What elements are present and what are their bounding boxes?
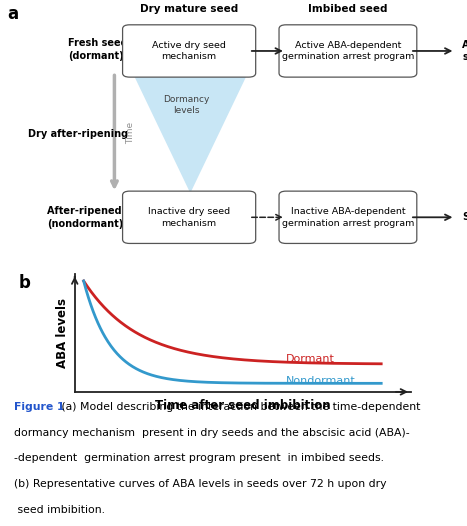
Text: Active ABA-dependent
germination arrest program: Active ABA-dependent germination arrest … xyxy=(282,41,414,61)
Text: b: b xyxy=(18,274,30,291)
Text: a: a xyxy=(7,5,18,23)
Text: Time: Time xyxy=(126,122,135,144)
Text: Dry after-ripening: Dry after-ripening xyxy=(28,129,128,139)
FancyBboxPatch shape xyxy=(279,191,417,244)
Text: Seedling: Seedling xyxy=(462,213,467,222)
FancyBboxPatch shape xyxy=(122,25,256,77)
Text: Inactive dry seed
mechanism: Inactive dry seed mechanism xyxy=(148,207,230,228)
Text: Dormancy
levels: Dormancy levels xyxy=(163,95,210,115)
Text: Figure 1: Figure 1 xyxy=(14,402,64,412)
Y-axis label: ABA levels: ABA levels xyxy=(56,298,69,368)
Text: After-ripened seeds
(nondormant): After-ripened seeds (nondormant) xyxy=(47,206,156,229)
Text: Dry mature seed: Dry mature seed xyxy=(140,4,238,14)
Text: dormancy mechanism  present in dry seeds and the abscisic acid (ABA)-: dormancy mechanism present in dry seeds … xyxy=(14,428,410,438)
Text: (a) Model describing the interaction between the time-dependent: (a) Model describing the interaction bet… xyxy=(58,402,421,412)
Text: Active dry seed
mechanism: Active dry seed mechanism xyxy=(152,41,226,61)
Polygon shape xyxy=(133,74,248,193)
FancyBboxPatch shape xyxy=(122,191,256,244)
Text: Imbibed seed: Imbibed seed xyxy=(308,4,388,14)
Text: Arrested
seed: Arrested seed xyxy=(462,40,467,62)
Text: -dependent  germination arrest program present  in imbibed seeds.: -dependent germination arrest program pr… xyxy=(14,453,384,463)
Text: Dormant: Dormant xyxy=(286,354,335,364)
FancyBboxPatch shape xyxy=(279,25,417,77)
Text: (b) Representative curves of ABA levels in seeds over 72 h upon dry: (b) Representative curves of ABA levels … xyxy=(14,479,387,489)
Text: seed imbibition.: seed imbibition. xyxy=(14,505,105,515)
Text: Nondormant: Nondormant xyxy=(286,376,356,386)
X-axis label: Time after seed imbibition: Time after seed imbibition xyxy=(155,399,331,412)
Text: Inactive ABA-dependent
germination arrest program: Inactive ABA-dependent germination arres… xyxy=(282,207,414,228)
Text: Fresh seeds
(dormant): Fresh seeds (dormant) xyxy=(68,38,133,61)
